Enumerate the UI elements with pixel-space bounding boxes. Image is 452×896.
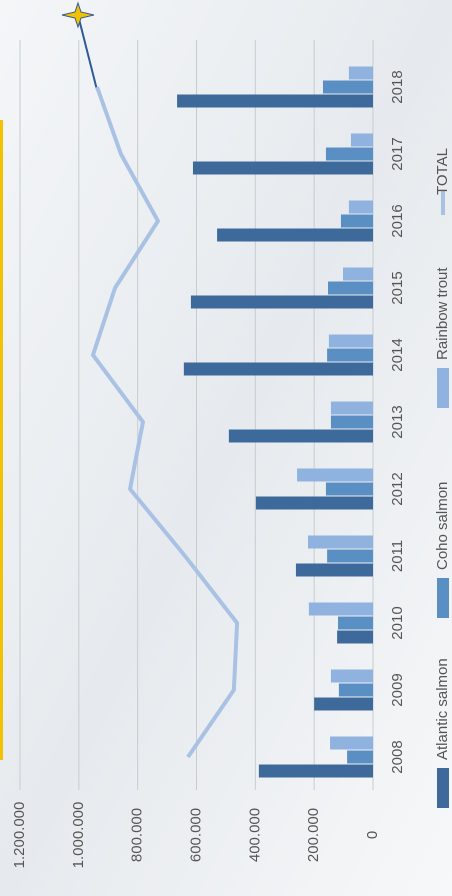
- bar: [183, 362, 373, 376]
- legend-swatch: [437, 768, 449, 808]
- x-tick-label: 2009: [389, 673, 406, 706]
- bar: [330, 669, 373, 683]
- x-tick-label: 2011: [389, 540, 406, 572]
- x-tick-label: 2014: [389, 338, 406, 371]
- bar: [192, 161, 373, 175]
- bar: [217, 228, 373, 242]
- bar: [348, 66, 373, 80]
- bar: [297, 468, 373, 482]
- bar: [314, 697, 373, 711]
- bar: [295, 563, 373, 577]
- x-tick-label: 2015: [389, 271, 406, 304]
- legend-label: Atlantic salmon: [434, 658, 451, 760]
- bar: [340, 214, 373, 228]
- decor-star: [61, 1, 95, 29]
- legend-label: TOTAL: [434, 148, 451, 195]
- bar: [325, 482, 373, 496]
- bar: [307, 535, 373, 549]
- x-tick-label: 2010: [389, 606, 406, 639]
- legend-swatch: [437, 368, 449, 408]
- bar: [328, 334, 373, 348]
- bar: [327, 549, 373, 563]
- bar: [327, 281, 373, 295]
- bar: [350, 133, 373, 147]
- bar: [330, 736, 373, 750]
- bar: [342, 267, 373, 281]
- bar: [255, 496, 373, 510]
- y-tick-label: 800.000: [129, 808, 146, 862]
- x-tick-label: 2008: [389, 740, 406, 773]
- legend-label: Rainbow trout: [434, 267, 451, 360]
- bar: [330, 415, 373, 429]
- y-tick-label: 1.000.000: [70, 802, 87, 869]
- bar: [330, 401, 373, 415]
- bar: [258, 764, 373, 778]
- y-tick-label: 600.000: [187, 808, 204, 862]
- bar: [177, 94, 373, 108]
- x-tick-label: 2012: [389, 472, 406, 505]
- bar: [327, 348, 373, 362]
- x-tick-label: 2013: [389, 405, 406, 438]
- total-line: [90, 86, 240, 759]
- decor-line: [77, 14, 98, 91]
- bar: [337, 616, 373, 630]
- bar: [322, 80, 373, 94]
- y-tick-label: 200.000: [305, 808, 322, 862]
- bar: [337, 630, 373, 644]
- x-tick-label: 2018: [389, 70, 406, 103]
- legend-swatch: [437, 578, 449, 618]
- bar: [347, 750, 373, 764]
- x-tick-label: 2017: [389, 137, 406, 170]
- bar: [338, 683, 373, 697]
- y-tick-label: 400.000: [246, 808, 263, 862]
- bar: [348, 200, 373, 214]
- y-tick-label: 0: [364, 831, 381, 839]
- x-tick-label: 2016: [389, 204, 406, 237]
- bar: [325, 147, 373, 161]
- bar: [190, 295, 373, 309]
- bar: [308, 602, 373, 616]
- accent-bar: [0, 120, 3, 760]
- bar: [228, 429, 373, 443]
- y-tick-label: 1.200.000: [11, 802, 28, 869]
- legend-label: Coho salmon: [434, 482, 451, 570]
